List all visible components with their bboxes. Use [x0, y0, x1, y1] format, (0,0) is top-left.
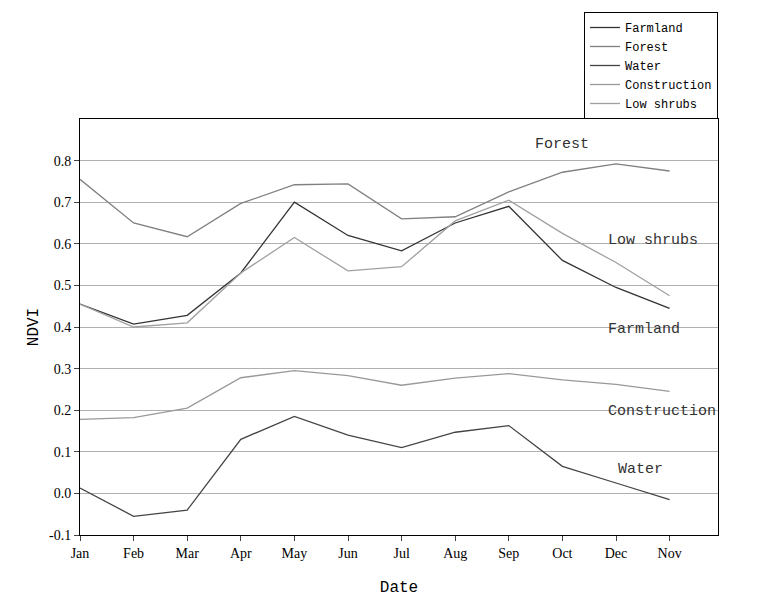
svg-text:Oct: Oct: [552, 546, 572, 561]
svg-text:Aug: Aug: [443, 546, 467, 561]
svg-text:0.6: 0.6: [54, 237, 72, 252]
svg-text:0.1: 0.1: [54, 445, 72, 460]
svg-text:-0.1: -0.1: [49, 528, 71, 543]
svg-text:Farmland: Farmland: [625, 22, 683, 36]
svg-text:Jan: Jan: [71, 546, 90, 561]
svg-text:Low shrubs: Low shrubs: [608, 232, 698, 249]
svg-text:0.4: 0.4: [54, 320, 72, 335]
svg-text:Date: Date: [380, 579, 418, 597]
svg-text:0.8: 0.8: [54, 154, 72, 169]
svg-text:0.7: 0.7: [54, 195, 72, 210]
svg-text:Nov: Nov: [658, 546, 682, 561]
svg-text:Construction: Construction: [625, 79, 711, 93]
svg-text:NDVI: NDVI: [25, 308, 43, 346]
svg-text:Forest: Forest: [535, 136, 589, 153]
svg-text:Feb: Feb: [123, 546, 144, 561]
svg-text:Water: Water: [618, 461, 663, 478]
svg-text:Dec: Dec: [605, 546, 628, 561]
svg-text:Jun: Jun: [338, 546, 357, 561]
svg-text:Sep: Sep: [498, 546, 519, 561]
svg-text:Farmland: Farmland: [608, 321, 680, 338]
svg-text:0.2: 0.2: [54, 403, 72, 418]
svg-text:Water: Water: [625, 60, 661, 74]
svg-text:Jul: Jul: [393, 546, 409, 561]
svg-text:0.0: 0.0: [54, 486, 72, 501]
svg-text:Low shrubs: Low shrubs: [625, 98, 697, 112]
svg-text:0.5: 0.5: [54, 278, 72, 293]
svg-text:May: May: [282, 546, 308, 561]
svg-text:Forest: Forest: [625, 41, 668, 55]
svg-text:0.3: 0.3: [54, 362, 72, 377]
svg-text:Construction: Construction: [608, 403, 716, 420]
svg-text:Apr: Apr: [230, 546, 252, 561]
svg-text:Mar: Mar: [176, 546, 200, 561]
